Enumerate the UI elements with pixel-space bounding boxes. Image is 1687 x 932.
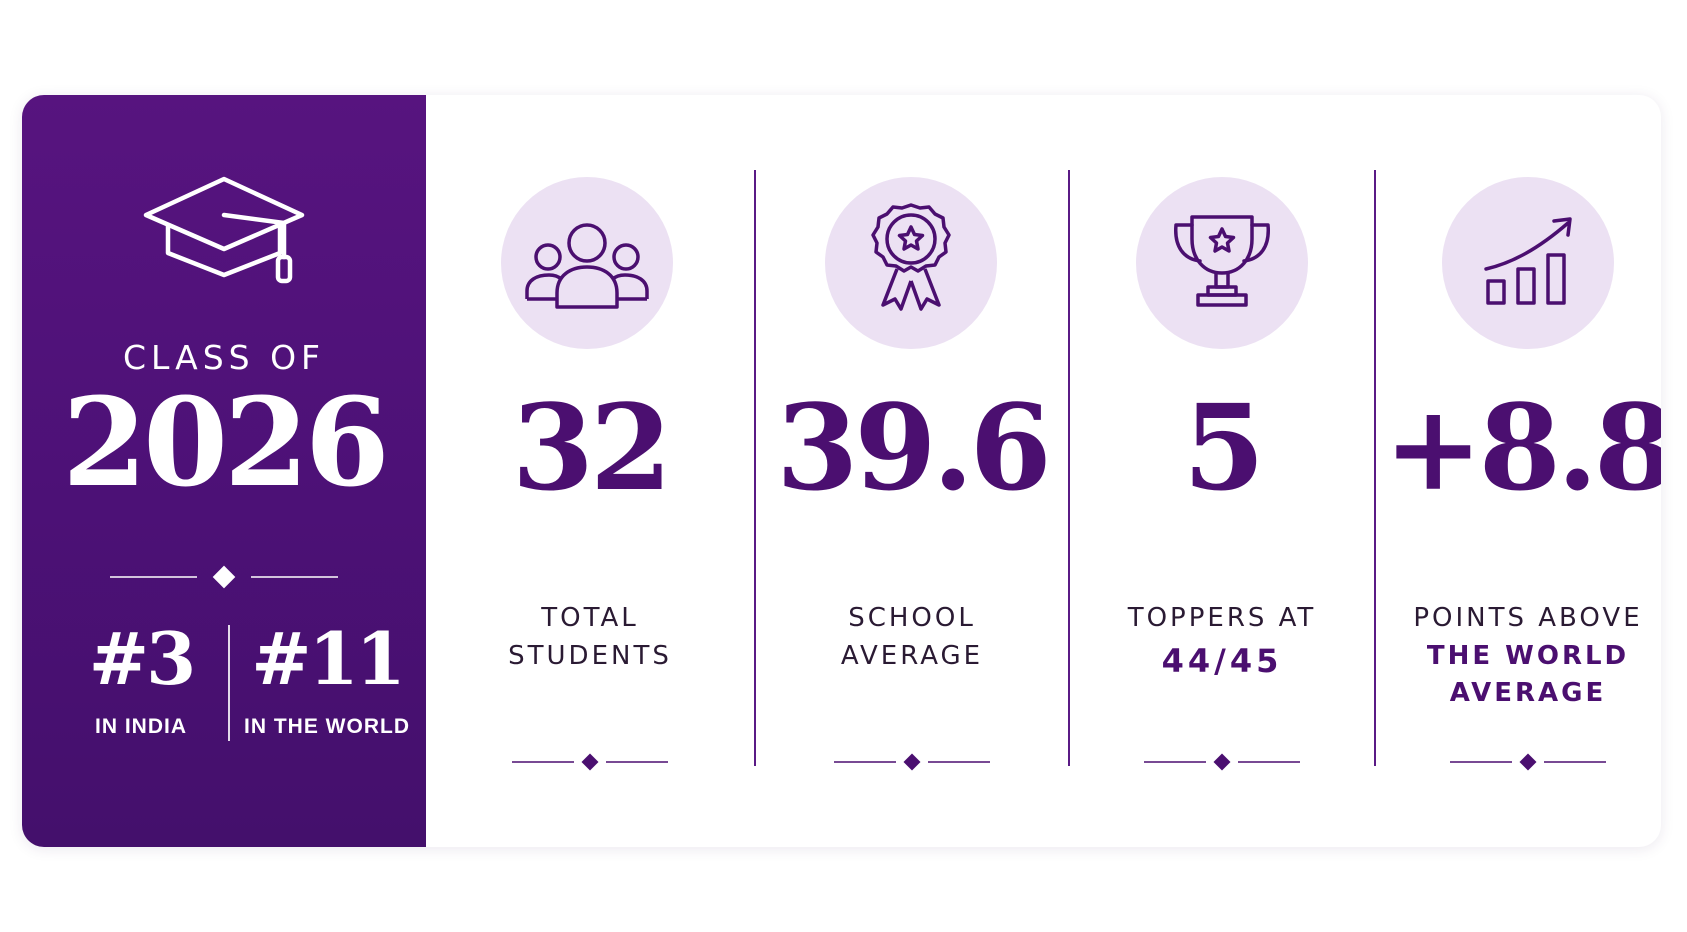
rank-india-value: #3 [88, 616, 196, 701]
rank-world-label: IN THE WORLD [244, 715, 410, 738]
graduation-cap-icon [143, 176, 305, 284]
stat-label: SCHOOL AVERAGE [756, 600, 1068, 675]
icon-circle [1136, 177, 1308, 349]
stat-label: TOTAL STUDENTS [426, 600, 754, 675]
hero-panel: CLASS OF 2026 #3 IN INDIA #11 IN THE WOR… [22, 95, 426, 847]
stat-value: 5 [1182, 378, 1265, 517]
stat-highlight-line: THE WORLD [1426, 640, 1630, 671]
icon-circle [825, 177, 997, 349]
class-year: 2026 [62, 370, 390, 514]
people-icon [525, 223, 649, 309]
award-badge-icon [871, 203, 951, 311]
diamond-divider [1450, 753, 1606, 771]
stat-toppers: 5 TOPPERS AT 44/45 [1070, 95, 1374, 847]
stat-total-students: 32 TOTAL STUDENTS [426, 95, 754, 847]
class-of-label: CLASS OF [122, 338, 326, 377]
diamond-divider [110, 565, 338, 589]
stat-highlight-line: AVERAGE [1449, 678, 1607, 709]
stat-label-line: STUDENTS [508, 640, 672, 671]
rank-india: #3 IN INDIA [48, 623, 234, 739]
trophy-icon [1174, 215, 1270, 307]
column-divider [754, 170, 756, 766]
column-divider [1374, 170, 1376, 766]
stat-label: POINTS ABOVE THE WORLD AVERAGE [1376, 600, 1661, 713]
stats-card: CLASS OF 2026 #3 IN INDIA #11 IN THE WOR… [22, 95, 1661, 847]
stat-label: TOPPERS AT 44/45 [1070, 600, 1374, 684]
icon-circle [1442, 177, 1614, 349]
diamond-divider [834, 753, 990, 771]
stat-label-line: TOTAL [541, 603, 639, 633]
stat-highlight: 44/45 [1161, 641, 1283, 680]
stat-value: 39.6 [776, 378, 1051, 517]
stat-label-line: AVERAGE [840, 640, 984, 671]
stat-school-average: 39.6 SCHOOL AVERAGE [756, 95, 1068, 847]
stat-label-line: TOPPERS AT [1127, 603, 1317, 633]
stat-label-line: POINTS ABOVE [1413, 603, 1643, 633]
diamond-divider [512, 753, 668, 771]
rank-world-value: #11 [251, 616, 406, 701]
stat-label-line: SCHOOL [848, 603, 976, 633]
rank-india-label: IN INDIA [95, 715, 187, 738]
stat-points-above: +8.8 POINTS ABOVE THE WORLD AVERAGE [1376, 95, 1661, 847]
column-divider [1068, 170, 1070, 766]
stat-value: 32 [511, 378, 672, 517]
rank-world: #11 IN THE WORLD [234, 623, 420, 739]
growth-chart-icon [1484, 217, 1572, 305]
stat-value: +8.8 [1383, 378, 1661, 517]
rank-divider [228, 625, 230, 741]
diamond-divider [1144, 753, 1300, 771]
icon-circle [501, 177, 673, 349]
